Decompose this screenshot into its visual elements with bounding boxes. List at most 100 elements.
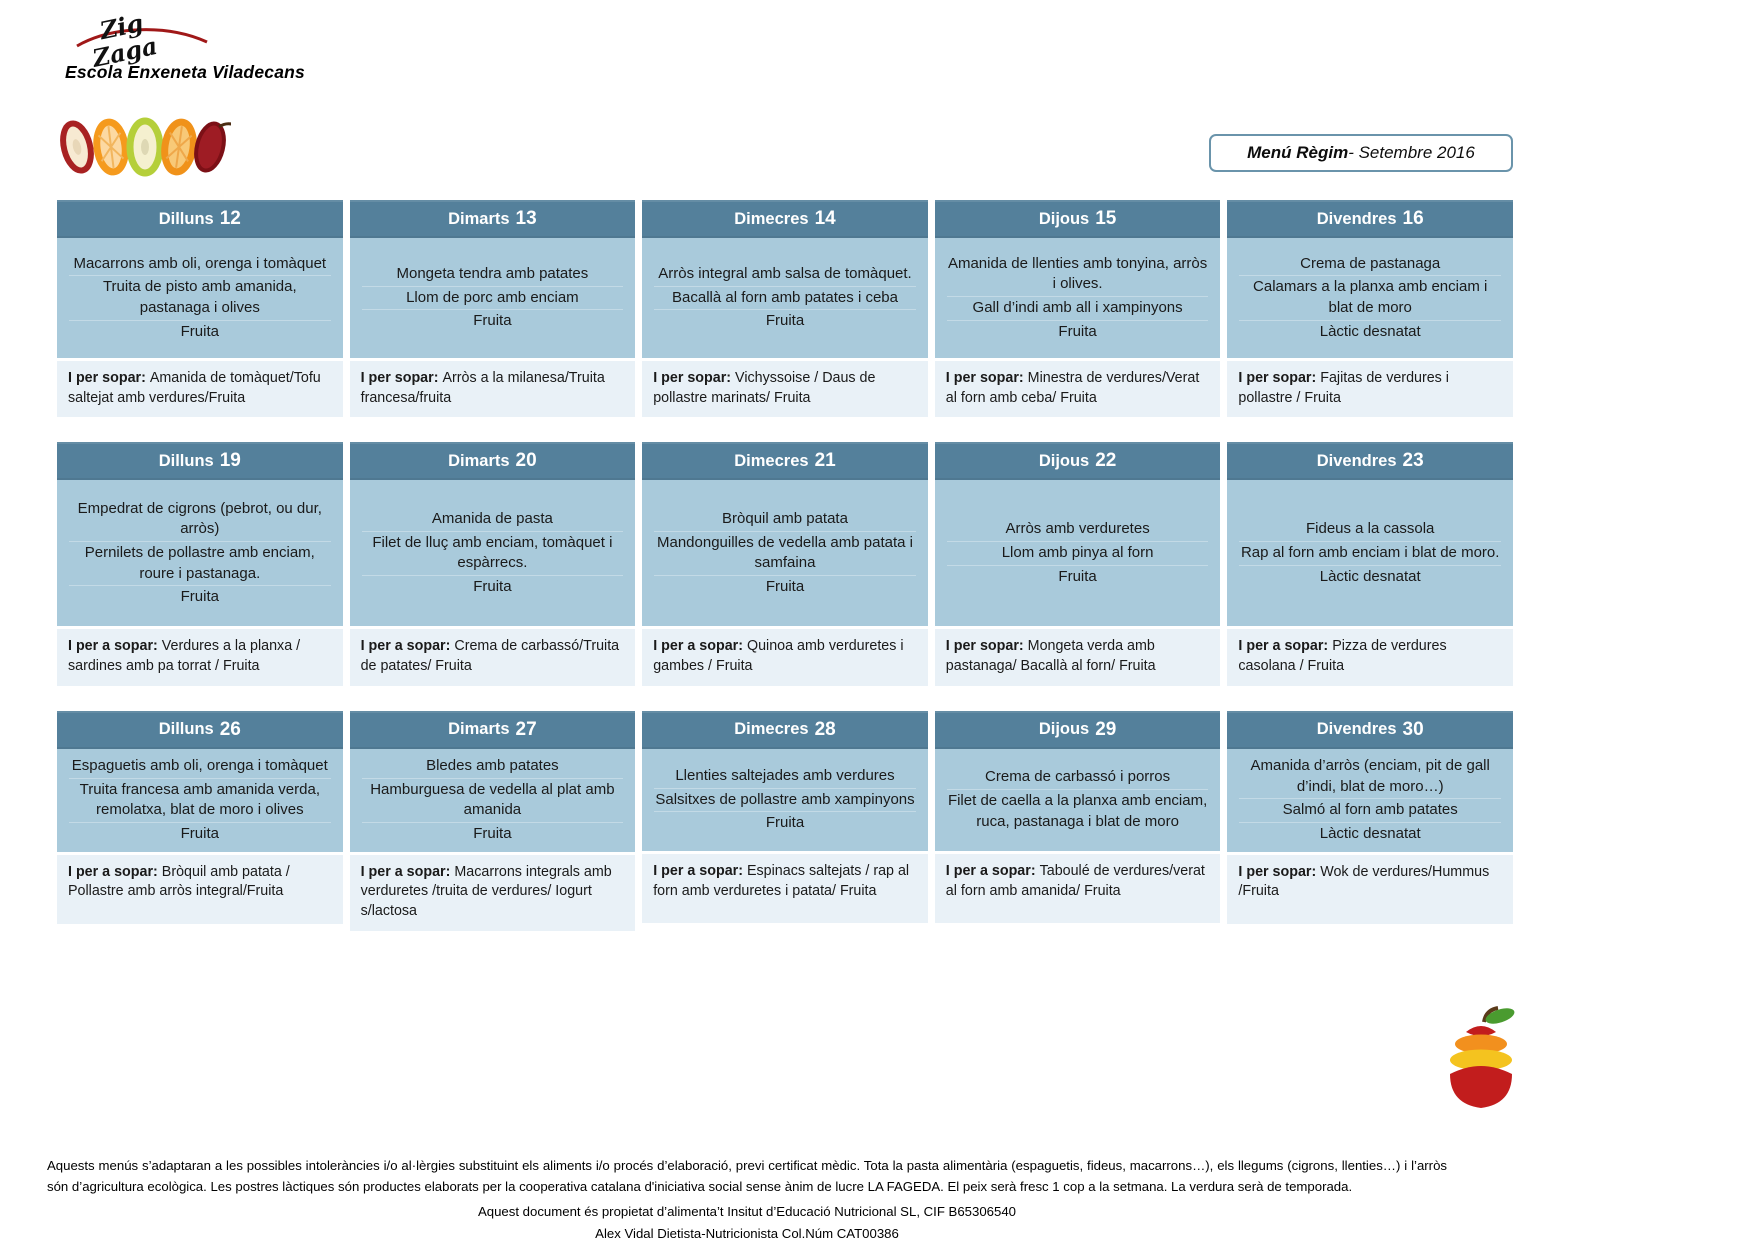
day-lunch-menu: Empedrat de cigrons (pebrot, ou dur, arr…	[57, 480, 343, 627]
day-name: Dimarts	[448, 451, 510, 470]
day-name: Dimecres	[734, 209, 809, 228]
dish-line: Rap al forn amb enciam i blat de moro.	[1239, 542, 1501, 566]
day-dinner-menu: I per sopar: Amanida de tomàquet/Tofu sal…	[57, 361, 343, 418]
dish-line: Fruita	[180, 824, 219, 842]
day-name: Dijous	[1038, 451, 1090, 470]
day-header: Dijous 22	[934, 442, 1221, 481]
day-name: Dimecres	[734, 720, 809, 739]
dish-line: Fruita	[1058, 567, 1097, 585]
dish-line: Mongeta tendra amb patates	[361, 263, 624, 287]
dish-line: Fruita	[473, 578, 512, 596]
day-number: 20	[515, 450, 537, 472]
day-name: Dilluns	[158, 720, 214, 739]
day-number: 14	[814, 208, 836, 229]
day-column: Dimecres 14 Arròs integral amb salsa de …	[642, 200, 928, 418]
day-dinner-menu: I per sopar: Arròs a la milanesa/Truita f…	[349, 361, 636, 418]
day-header: Dimarts 27	[349, 710, 636, 749]
dish-line: Fruita	[1058, 322, 1097, 340]
dinner-label: I per sopar:	[1238, 863, 1317, 880]
dish-line: Bledes amb patates	[361, 755, 624, 779]
footer-author: Alex Vidal Dietista-Nutricionista Col.Nú…	[595, 1225, 899, 1241]
menu-title-box: Menú Règim - Setembre 2016	[1209, 134, 1513, 172]
day-name: Divendres	[1316, 720, 1397, 739]
dinner-text: Macarrons integrals amb verduretes /trui…	[360, 863, 612, 920]
day-name: Dilluns	[158, 209, 214, 228]
day-dinner-menu: I per a sopar: Taboulé de verdures/verat …	[934, 853, 1221, 923]
day-header: Dimecres 21	[642, 442, 928, 481]
day-dinner-menu: I per sopar: Minestra de verdures/Verat a…	[934, 361, 1221, 418]
document-footer: Aquests menús s’adaptaran a les possible…	[47, 1155, 1513, 1245]
day-dinner-menu: I per sopar: Fajitas de verdures i pollas…	[1227, 361, 1513, 418]
day-name: Divendres	[1316, 209, 1397, 228]
dinner-label: I per a sopar:	[68, 863, 158, 880]
dish-line: Fruita	[473, 312, 512, 330]
day-column: Divendres 23 Fideus a la cassola Rap al f…	[1227, 442, 1513, 686]
dinner-text: Bròquil amb patata / Pollastre amb arròs…	[68, 863, 290, 900]
day-name: Dijous	[1038, 209, 1090, 228]
dish-line: Crema de carbassó i porros	[946, 766, 1209, 791]
day-column: Dimarts 13 Mongeta tendra amb patates Llo…	[349, 200, 636, 418]
menu-title: Menú Règim	[1247, 143, 1349, 162]
dinner-text: Vichyssoise / Daus de pollastre marinats…	[653, 370, 876, 406]
dinner-label: I per sopar:	[360, 370, 439, 386]
day-header: Dilluns 26	[57, 710, 343, 749]
dinner-text: Wok de verdures/Hummus /Fruita	[1238, 863, 1490, 900]
dinner-text: Arròs a la milanesa/Truita francesa/frui…	[360, 370, 605, 406]
day-column: Dilluns 12 Macarrons amb oli, orenga i t…	[57, 200, 343, 418]
day-name: Dijous	[1038, 720, 1090, 739]
dinner-label: I per a sopar:	[68, 638, 158, 655]
day-column: Dilluns 26 Espaguetis amb oli, orenga i …	[57, 710, 343, 931]
dish-line: Arròs amb verduretes	[946, 518, 1209, 543]
dish-line: Fideus a la cassola	[1239, 518, 1501, 543]
dinner-label: I per sopar:	[68, 370, 146, 386]
school-name: Escola Enxeneta Viladecans	[65, 62, 305, 82]
day-column: Dimecres 21 Bròquil amb patata Mandonguil…	[642, 442, 928, 686]
dinner-label: I per a sopar:	[653, 862, 743, 879]
day-dinner-menu: I per a sopar: Quinoa amb verduretes i ga…	[642, 629, 928, 686]
dinner-label: I per sopar:	[653, 370, 732, 386]
dinner-text: Espinacs saltejats / rap al forn amb ver…	[653, 862, 910, 899]
day-lunch-menu: Amanida d’arròs (enciam, pit de gall d’i…	[1227, 748, 1513, 852]
day-number: 12	[219, 208, 241, 229]
dinner-text: Mongeta verda amb pastanaga/ Bacallà al …	[945, 638, 1156, 675]
day-column: Dilluns 19 Empedrat de cigrons (pebrot, …	[57, 442, 343, 686]
menu-document: Zig Zaga Escola Enxeneta Viladecans	[47, 0, 1513, 1245]
dish-line: Truita de pisto amb amanida, pastanaga i…	[69, 276, 331, 321]
day-column: Dijous 15 Amanida de llenties amb tonyin…	[934, 200, 1221, 418]
day-lunch-menu: Bledes amb patates Hamburguesa de vedella…	[349, 748, 636, 852]
dish-line: Làctic desnatat	[1319, 322, 1421, 340]
day-lunch-menu: Mongeta tendra amb patates Llom de porc a…	[349, 238, 636, 358]
dish-line: Llom de porc amb enciam	[361, 287, 624, 311]
week-table-1: Dilluns 12 Macarrons amb oli, orenga i t…	[57, 200, 1513, 418]
fruit-slices-image	[60, 117, 231, 177]
dish-line: Fruita	[765, 578, 805, 596]
dish-line: Fruita	[180, 322, 219, 340]
day-lunch-menu: Fideus a la cassola Rap al forn amb encia…	[1227, 480, 1513, 627]
day-header: Divendres 23	[1227, 442, 1513, 481]
dinner-label: I per sopar:	[1238, 370, 1317, 386]
dish-line: Espaguetis amb oli, orenga i tomàquet	[69, 755, 331, 779]
dinner-text: Minestra de verdures/Verat al forn amb c…	[945, 370, 1200, 406]
day-number: 15	[1095, 208, 1117, 229]
dish-line: Filet de lluç amb enciam, tomàquet i esp…	[361, 532, 624, 577]
dinner-label: I per sopar:	[945, 370, 1024, 386]
dish-line: Bacallà al forn amb patates i ceba	[654, 287, 916, 311]
footer-notes: Aquests menús s’adaptaran a les possible…	[47, 1157, 1447, 1194]
dish-line: Truita francesa amb amanida verda, remol…	[69, 779, 331, 823]
day-column: Dimecres 28 Llenties saltejades amb verd…	[642, 710, 928, 931]
dish-line: Gall d’indi amb all i xampinyons	[946, 297, 1209, 321]
dinner-label: I per a sopar:	[653, 638, 743, 655]
day-lunch-menu: Amanida de pasta Filet de lluç amb enciam…	[349, 480, 636, 627]
footer-ownership: Aquest document és propietat d’alimenta’…	[477, 1204, 1017, 1220]
day-number: 19	[219, 450, 241, 472]
day-lunch-menu: Crema de pastanaga Calamars a la planxa a…	[1227, 238, 1513, 358]
dish-line: Fruita	[180, 588, 219, 606]
day-number: 27	[515, 718, 537, 740]
dish-line: Llom amb pinya al forn	[946, 542, 1209, 566]
day-column: Divendres 30 Amanida d’arròs (enciam, pi…	[1227, 710, 1513, 931]
dish-line: Llenties saltejades amb verdures	[654, 765, 916, 789]
dish-line: Amanida de pasta	[361, 508, 624, 532]
day-lunch-menu: Amanida de llenties amb tonyina, arròs i…	[934, 238, 1221, 358]
dish-line: Amanida de llenties amb tonyina, arròs i…	[946, 253, 1209, 297]
week-table-3: Dilluns 26 Espaguetis amb oli, orenga i …	[57, 710, 1513, 931]
